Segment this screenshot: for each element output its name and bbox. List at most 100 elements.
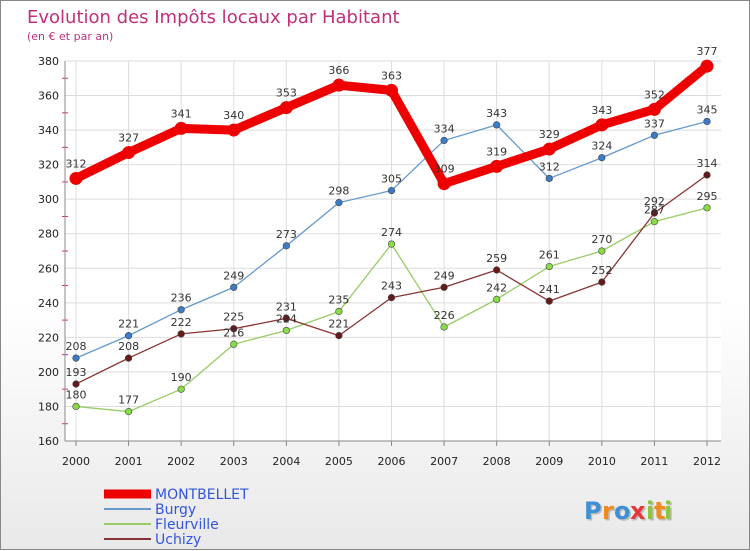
legend-label-montbellet: MONTBELLET: [155, 487, 249, 503]
y-tick-label: 260: [38, 262, 59, 275]
data-label-uchizy: 222: [171, 316, 192, 329]
data-label-uchizy: 225: [223, 311, 244, 324]
chart-title: Evolution des Impôts locaux par Habitant: [27, 7, 400, 28]
data-label-uchizy: 249: [434, 269, 455, 282]
x-tick-label: 2004: [272, 455, 300, 468]
y-tick-label: 380: [38, 55, 59, 68]
data-label-fleurville: 180: [66, 388, 87, 401]
data-point-fleurville: [598, 247, 606, 255]
data-point-burgy: [440, 136, 448, 145]
data-label-burgy: 221: [118, 318, 139, 331]
data-point-fleurville: [545, 262, 553, 271]
legend-label-uchizy: Uchizy: [155, 532, 201, 548]
y-tick-label: 200: [38, 366, 59, 379]
data-label-burgy: 312: [539, 160, 560, 173]
data-label-montbellet: 352: [644, 88, 665, 101]
data-point-fleurville: [124, 408, 133, 416]
logo-letter: x: [630, 497, 646, 525]
data-labels: 208 221 236 249 273 298 305 334 343 312 324 337 345 1…: [66, 45, 718, 406]
data-label-fleurville: 295: [697, 190, 718, 203]
data-label-burgy: 343: [486, 107, 507, 120]
data-point-montbellet: [227, 123, 241, 137]
legend-label-fleurville: Fleurville: [155, 517, 219, 533]
x-tick-label: 2005: [325, 455, 353, 468]
data-label-montbellet: 377: [697, 45, 718, 58]
data-point-fleurville: [703, 204, 711, 212]
logo-letter: t: [654, 497, 665, 525]
chart-subtitle: (en € et par an): [27, 30, 113, 43]
data-point-burgy: [493, 121, 501, 129]
logo-letter-shadow: P: [586, 499, 604, 527]
data-point-burgy: [545, 174, 553, 183]
data-point-fleurville: [387, 240, 396, 248]
data-label-burgy: 273: [276, 228, 297, 241]
data-point-montbellet: [122, 146, 136, 160]
data-label-burgy: 236: [171, 292, 192, 305]
y-tick-label: 300: [38, 193, 59, 206]
data-point-burgy: [230, 283, 238, 291]
data-label-uchizy: 243: [381, 280, 402, 293]
data-label-fleurville: 287: [644, 204, 665, 217]
data-point-montbellet: [174, 121, 188, 135]
data-point-montbellet: [332, 78, 346, 92]
y-tick-label: 360: [38, 90, 59, 103]
logo-letter-shadow: x: [632, 499, 648, 527]
logo-letter-shadow: t: [656, 499, 667, 527]
data-point-uchizy: [124, 354, 133, 362]
y-tick-label: 320: [38, 159, 59, 172]
y-tick-label: 280: [38, 228, 59, 241]
x-tick-label: 2011: [640, 455, 668, 468]
data-point-uchizy: [177, 330, 185, 338]
data-point-burgy: [387, 186, 396, 195]
data-label-burgy: 334: [434, 122, 455, 135]
logo-letter-shadow: i: [666, 499, 674, 527]
y-tick-label: 240: [38, 297, 59, 310]
data-point-uchizy: [282, 314, 290, 322]
x-tick-label: 2007: [430, 455, 458, 468]
data-point-montbellet: [595, 118, 609, 132]
data-point-burgy: [335, 199, 343, 207]
data-label-burgy: 298: [328, 185, 349, 198]
data-point-burgy: [282, 242, 290, 250]
data-point-montbellet: [385, 83, 398, 97]
data-label-uchizy: 292: [644, 195, 665, 208]
data-point-montbellet: [490, 159, 504, 173]
x-tick-label: 2001: [115, 455, 143, 468]
series-layer: [69, 59, 714, 416]
x-tick-label: 2009: [535, 455, 563, 468]
data-point-fleurville: [650, 218, 659, 226]
data-label-fleurville: 177: [118, 394, 139, 407]
logo-letter-shadow: o: [616, 499, 633, 527]
data-point-uchizy: [230, 325, 238, 333]
data-label-montbellet: 353: [276, 87, 297, 100]
data-label-fleurville: 226: [434, 309, 455, 322]
data-label-burgy: 345: [697, 103, 718, 116]
y-tick-label: 220: [38, 331, 59, 344]
data-label-montbellet: 343: [591, 104, 612, 117]
data-point-uchizy: [703, 171, 711, 179]
data-label-uchizy: 241: [539, 283, 560, 296]
x-tick-label: 2008: [483, 455, 511, 468]
data-point-fleurville: [335, 307, 343, 316]
data-point-montbellet: [69, 171, 83, 185]
data-label-fleurville: 274: [381, 226, 402, 239]
logo-letter: i: [664, 497, 672, 525]
data-label-fleurville: 190: [171, 371, 192, 384]
x-tick-label: 2010: [588, 455, 616, 468]
data-point-fleurville: [282, 326, 290, 335]
data-label-montbellet: 366: [328, 64, 349, 77]
data-label-montbellet: 309: [434, 163, 455, 176]
data-point-uchizy: [72, 380, 80, 388]
data-point-montbellet: [647, 102, 661, 116]
data-label-fleurville: 261: [539, 249, 560, 262]
data-point-uchizy: [335, 332, 343, 340]
data-point-fleurville: [72, 402, 80, 411]
logo-letter: o: [614, 497, 631, 525]
data-point-uchizy: [440, 283, 448, 291]
data-label-montbellet: 312: [66, 157, 87, 170]
logo-letter: i: [646, 497, 654, 525]
data-label-montbellet: 329: [539, 128, 560, 141]
data-point-burgy: [650, 131, 659, 139]
